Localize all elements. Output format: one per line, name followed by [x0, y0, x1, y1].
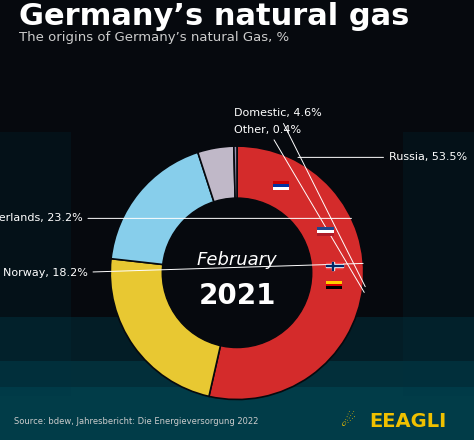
- Wedge shape: [234, 146, 237, 199]
- Wedge shape: [110, 259, 221, 396]
- Bar: [403, 132, 474, 396]
- Bar: [326, 283, 342, 286]
- Text: Russia, 53.5%: Russia, 53.5%: [298, 152, 467, 162]
- Text: EEAGLI: EEAGLI: [370, 412, 447, 431]
- Bar: [0, 317, 474, 440]
- Bar: [0, 387, 474, 440]
- Circle shape: [162, 198, 312, 348]
- Wedge shape: [209, 146, 364, 400]
- Text: Netherlands, 23.2%: Netherlands, 23.2%: [0, 213, 351, 224]
- Bar: [317, 233, 334, 236]
- Text: February: February: [197, 251, 277, 269]
- Text: The origins of Germany’s natural Gas, %: The origins of Germany’s natural Gas, %: [19, 31, 289, 44]
- Bar: [0, 132, 71, 396]
- Text: Germany’s natural gas: Germany’s natural gas: [19, 2, 410, 31]
- Bar: [273, 181, 289, 184]
- Bar: [317, 230, 334, 233]
- Bar: [273, 184, 289, 187]
- Bar: [0, 361, 474, 440]
- Text: Norway, 18.2%: Norway, 18.2%: [2, 264, 363, 279]
- Wedge shape: [198, 146, 235, 203]
- Bar: [326, 261, 343, 270]
- Bar: [317, 227, 334, 230]
- Text: Source: bdew, Jahresbericht: Die Energieversorgung 2022: Source: bdew, Jahresbericht: Die Energie…: [14, 417, 259, 425]
- Bar: [326, 286, 342, 289]
- Text: Domestic, 4.6%: Domestic, 4.6%: [235, 108, 365, 287]
- Text: 2021: 2021: [198, 282, 276, 310]
- Bar: [273, 187, 289, 190]
- Text: ☄: ☄: [341, 412, 356, 430]
- Bar: [326, 281, 342, 283]
- Text: Other, 0.4%: Other, 0.4%: [235, 125, 364, 293]
- Wedge shape: [111, 152, 214, 264]
